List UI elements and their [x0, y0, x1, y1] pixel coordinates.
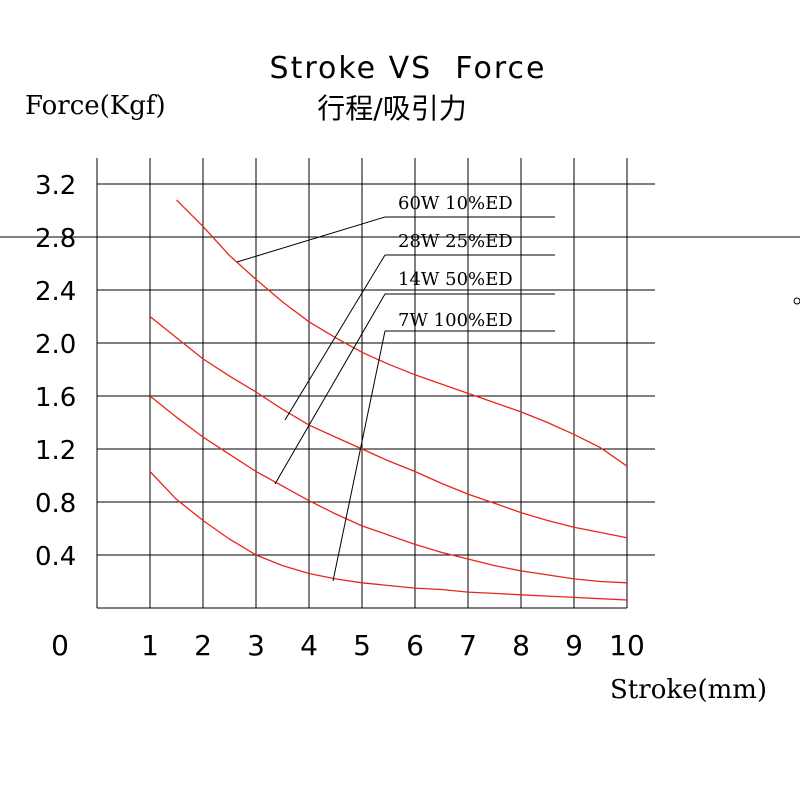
y-tick-label: 2.8: [35, 224, 76, 254]
x-tick-label: 4: [300, 629, 318, 662]
legend-leader-2: [284, 254, 386, 421]
x-tick-label: 6: [406, 629, 424, 662]
legend-entry-1: 60W 10%ED: [398, 193, 513, 214]
legend-leader-4: [332, 330, 386, 582]
y-axis-label: Force(Kgf): [25, 91, 166, 121]
x-tick-label: 9: [565, 629, 583, 662]
legend-leader-3: [274, 293, 386, 485]
stray-mark: [793, 297, 800, 305]
force-curves: [149, 199, 628, 601]
y-tick-label: 1.2: [35, 436, 76, 466]
x-tick-label: 2: [194, 629, 212, 662]
x-tick-label: 1: [141, 629, 159, 662]
x-tick-label: 8: [512, 629, 530, 662]
x-tick-label: 10: [609, 629, 645, 662]
curve-series-3: [149, 395, 628, 584]
y-tick-label: 3.2: [35, 171, 76, 201]
y-tick-label: 2.4: [35, 277, 76, 307]
y-tick-label: 0.8: [35, 489, 76, 519]
x-tick-labels: 0 1 2 3 4 5 6 7 8 9 10: [51, 629, 645, 662]
x-tick-label: 5: [353, 629, 371, 662]
y-tick-label: 0.4: [35, 542, 76, 572]
x-axis-label: Stroke(mm): [610, 675, 767, 705]
chart-title: Stroke VS Force: [270, 51, 547, 86]
legend-leader-1: [236, 216, 386, 263]
grid: [0, 158, 800, 609]
y-tick-labels: 0.4 0.8 1.2 1.6 2.0 2.4 2.8 3.2: [35, 171, 76, 572]
y-tick-label: 2.0: [35, 330, 76, 360]
y-tick-label: 1.6: [35, 383, 76, 413]
curve-series-4: [149, 471, 628, 601]
legend-entry-4: 7W 100%ED: [398, 310, 513, 331]
x-tick-label: 0: [51, 629, 69, 662]
x-tick-label: 7: [459, 629, 477, 662]
chart-subtitle: 行程/吸引力: [317, 92, 466, 125]
legend: 60W 10%ED 28W 25%ED 14W 50%ED 7W 100%ED: [236, 193, 555, 582]
legend-entry-2: 28W 25%ED: [398, 231, 513, 252]
legend-entry-3: 14W 50%ED: [398, 269, 513, 290]
curve-series-1: [176, 199, 628, 467]
x-tick-label: 3: [247, 629, 265, 662]
curve-series-2: [149, 315, 628, 539]
